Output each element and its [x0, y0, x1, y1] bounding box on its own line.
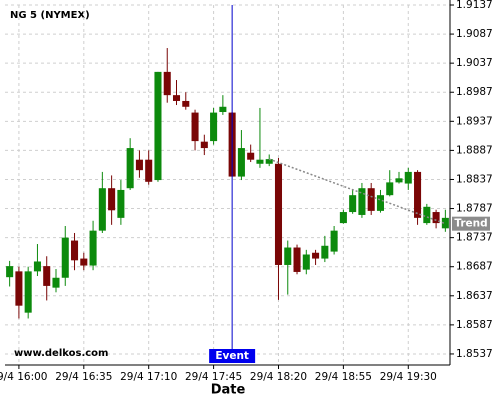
candle-body	[302, 254, 310, 270]
candle-body	[24, 271, 32, 313]
candle-body	[145, 159, 153, 182]
x-tick-label: 29/4 17:45	[185, 371, 242, 383]
y-tick-label: 1.8837	[456, 173, 493, 185]
candle-body	[321, 245, 329, 259]
candle-body	[404, 171, 412, 184]
y-tick-label: 1.8687	[456, 261, 493, 273]
x-tick-label: 29/4 17:10	[120, 371, 177, 383]
candle-body	[414, 171, 422, 218]
x-tick-label: 29/4 19:30	[380, 371, 437, 383]
y-tick-label: 1.9037	[456, 57, 493, 69]
candle-body	[71, 240, 79, 261]
candle-body	[312, 252, 320, 259]
candle-body	[247, 152, 255, 160]
candle-body	[117, 189, 125, 218]
candle-body	[80, 258, 88, 266]
candle-body	[89, 230, 97, 266]
candle-body	[172, 95, 181, 101]
candle-body	[395, 178, 403, 183]
y-tick-label: 1.8987	[456, 86, 493, 98]
x-tick-label: 29/4 16:00	[0, 371, 48, 383]
candle-body	[432, 212, 440, 224]
chart-title: NG 5 (NYMEX)	[10, 10, 90, 21]
candle-body	[376, 195, 384, 211]
candle-body	[61, 237, 69, 278]
candle-body	[219, 106, 227, 113]
y-tick-label: 1.9087	[456, 28, 493, 40]
x-tick-label: 29/4 16:35	[55, 371, 112, 383]
candle-body	[200, 141, 208, 149]
candle-body	[52, 277, 60, 288]
trend-label-box	[452, 216, 490, 231]
candle-body	[367, 188, 375, 211]
candle-body	[265, 159, 273, 164]
candle-body	[339, 212, 347, 224]
x-tick-label: 29/4 18:20	[250, 371, 307, 383]
candle-body	[423, 206, 431, 224]
x-axis-label: Date	[211, 383, 246, 398]
candle-body	[135, 159, 143, 171]
y-tick-label: 1.8787	[456, 203, 493, 215]
candle-body	[358, 188, 366, 215]
candle-body	[191, 112, 199, 142]
candle-body	[293, 247, 301, 272]
candle-body	[154, 71, 162, 181]
candle-body	[386, 182, 394, 196]
candle-body	[6, 266, 14, 278]
candle-body	[33, 261, 41, 272]
event-label-box	[209, 349, 256, 363]
candle-body	[284, 247, 292, 265]
watermark: www.delkos.com	[14, 348, 108, 359]
candle-body	[163, 71, 171, 96]
candle-body	[274, 163, 283, 265]
y-tick-label: 1.8637	[456, 290, 493, 302]
candle-body	[15, 271, 23, 306]
y-tick-label: 1.8887	[456, 144, 493, 156]
candle-body	[210, 112, 218, 142]
y-tick-label: 1.8737	[456, 232, 493, 244]
y-tick-label: 1.9137	[456, 0, 493, 11]
x-tick-label: 29/4 18:55	[315, 371, 372, 383]
candle-body	[43, 266, 51, 286]
candle-body	[441, 217, 449, 229]
trend-line	[268, 158, 446, 225]
candle-body	[98, 188, 106, 231]
candle-body	[330, 230, 338, 252]
candle-body	[256, 159, 264, 164]
candle-body	[108, 188, 116, 211]
candle-body	[237, 148, 245, 177]
y-tick-label: 1.8587	[456, 319, 493, 331]
y-tick-label: 1.8937	[456, 115, 493, 127]
candle-body	[126, 148, 134, 189]
y-tick-label: 1.8537	[456, 348, 493, 360]
candle-body	[182, 100, 190, 107]
candle-body	[349, 195, 357, 213]
trend-label: Trend	[454, 218, 487, 230]
event-label: Event	[215, 350, 249, 362]
